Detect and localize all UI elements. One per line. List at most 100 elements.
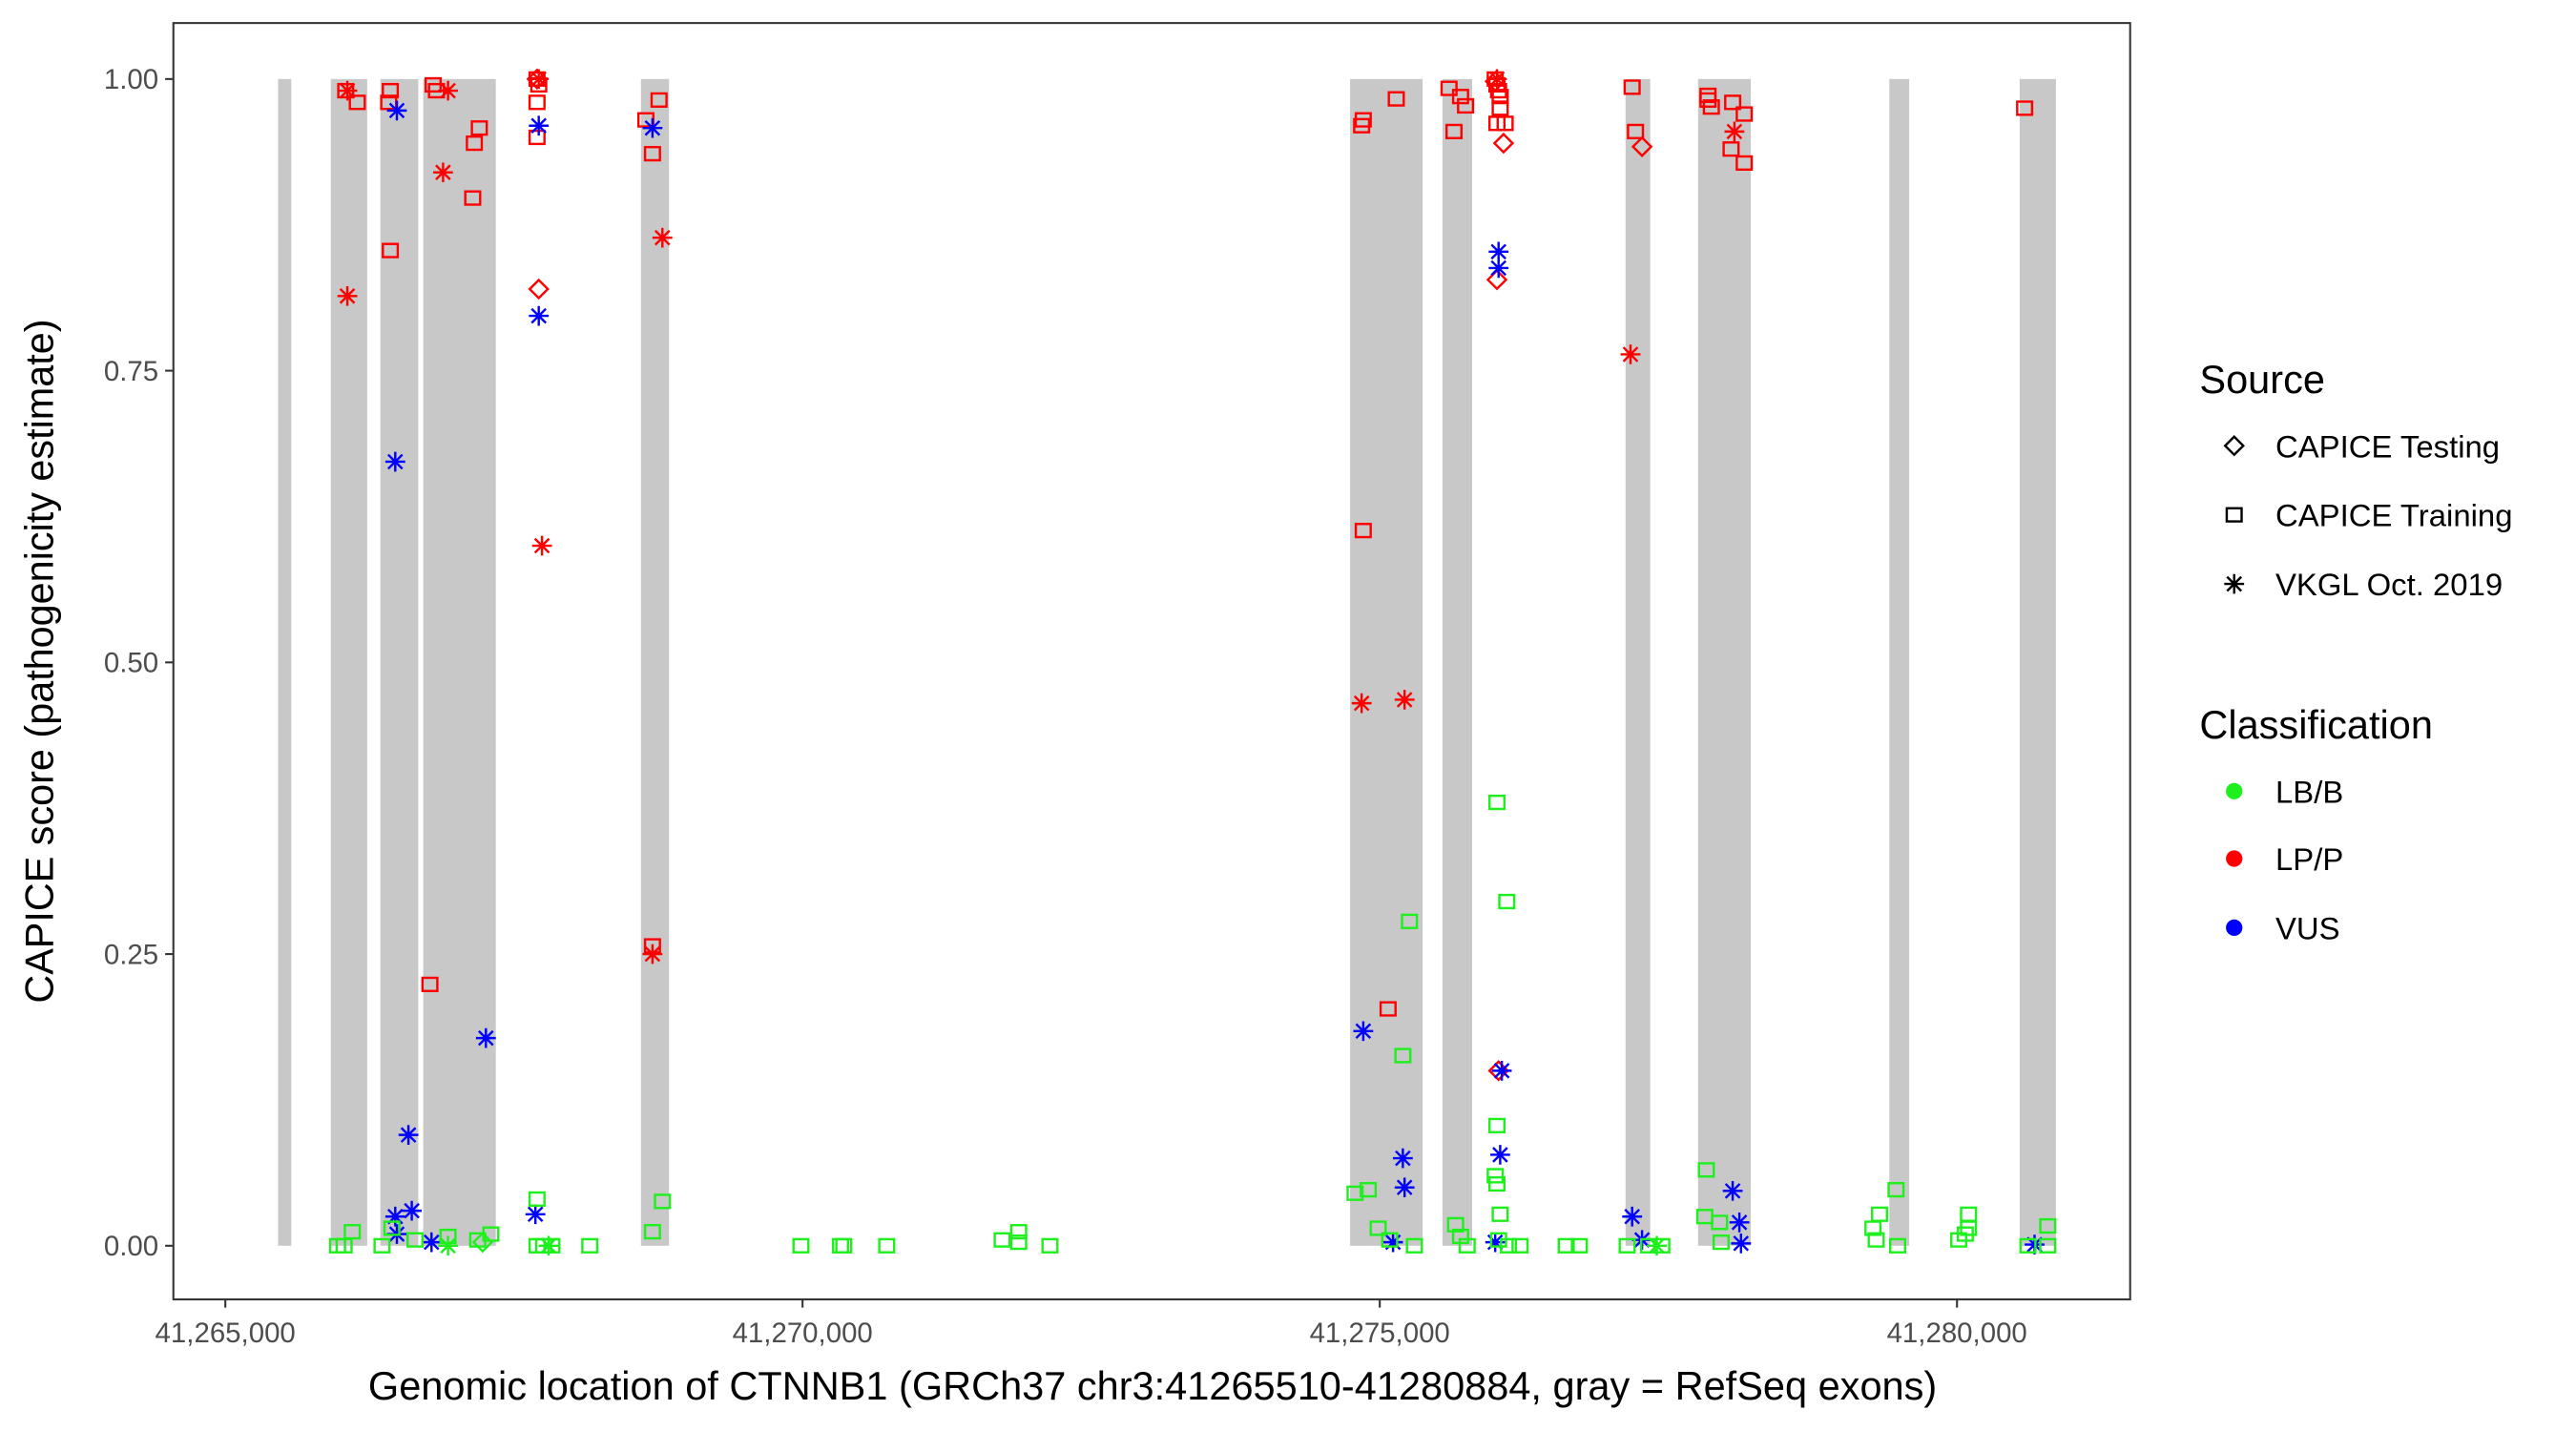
data-point (1888, 1237, 1906, 1254)
data-point (471, 1231, 494, 1254)
x-tick-label: 41,270,000 (733, 1317, 873, 1349)
exon-band (380, 78, 419, 1246)
data-point (654, 1193, 672, 1210)
exon-band (330, 78, 367, 1246)
data-point (373, 1237, 391, 1254)
data-point (1488, 1117, 1506, 1133)
data-point (382, 82, 400, 99)
data-point (1712, 1234, 1730, 1251)
data-point (343, 1224, 362, 1240)
data-point (1699, 92, 1717, 108)
data-point (1394, 1047, 1412, 1064)
data-point (1379, 1001, 1397, 1017)
data-point (792, 1237, 810, 1254)
data-point (1623, 79, 1641, 95)
data-point (466, 135, 484, 152)
exon-band (1350, 78, 1423, 1246)
data-point (581, 1237, 599, 1254)
data-point (1382, 1232, 1403, 1253)
data-point (529, 69, 550, 90)
data-point (528, 1191, 546, 1207)
legend-item-testing: CAPICE Testing (2275, 428, 2500, 464)
data-point (1009, 1224, 1028, 1240)
data-point (1360, 1182, 1378, 1198)
data-point (1405, 1237, 1423, 1254)
data-point (384, 451, 405, 472)
data-point (525, 1204, 546, 1225)
data-point (993, 1232, 1011, 1248)
data-point (1498, 893, 1516, 910)
data-point (529, 305, 550, 326)
data-point (652, 227, 673, 248)
data-point (1485, 1232, 1506, 1253)
data-point (1887, 1182, 1905, 1198)
y-tick-label: 0.50 (104, 648, 158, 679)
data-point (1697, 1162, 1715, 1178)
data-point (1618, 1237, 1636, 1254)
legend-color-dot-icon (2226, 850, 2243, 867)
data-point (1491, 100, 1509, 116)
data-point (538, 1235, 559, 1256)
data-point (528, 129, 546, 146)
data-point (402, 1200, 422, 1221)
data-points (328, 68, 2057, 1256)
data-point (1490, 1145, 1510, 1165)
data-point (1369, 1220, 1387, 1236)
data-point (382, 242, 400, 259)
data-point (642, 117, 663, 138)
y-axis: 0.00 0.25 0.50 0.75 1.00 (104, 64, 174, 1262)
data-point (1488, 1175, 1506, 1192)
exon-band (640, 78, 670, 1246)
data-point (1486, 1168, 1505, 1184)
data-point (1353, 1021, 1374, 1042)
data-point (1735, 155, 1754, 171)
exon-band (2019, 78, 2056, 1246)
data-point (835, 1237, 853, 1254)
data-point (1570, 1237, 1589, 1254)
x-axis-title: Genomic location of CTNNB1 (GRCh37 chr3:… (368, 1363, 1937, 1408)
data-point (1488, 241, 1509, 262)
legend-item-lpp: LP/P (2275, 841, 2343, 877)
data-point (1724, 121, 1745, 142)
exon-band (1889, 78, 1910, 1246)
legend: Source Classification CAPICE Testing CAP… (2199, 357, 2512, 945)
plot-frame (172, 22, 2131, 1301)
data-point (2016, 100, 2034, 116)
exon-band (278, 78, 292, 1246)
data-point (878, 1237, 896, 1254)
data-point (433, 162, 453, 183)
data-point (1488, 115, 1506, 132)
data-point (421, 976, 439, 992)
data-point (1631, 135, 1653, 157)
legend-color-dot-icon (2226, 919, 2243, 937)
data-point (405, 1232, 424, 1248)
legend-item-lbb: LB/B (2275, 774, 2343, 809)
exon-band (1625, 78, 1651, 1246)
data-point (1735, 106, 1754, 122)
data-point (1620, 344, 1641, 364)
data-point (1722, 1180, 1743, 1201)
data-point (1401, 913, 1419, 929)
x-axis: 41,265,000 41,270,000 41,275,000 41,280,000 (156, 1299, 2027, 1349)
data-point (1394, 1177, 1415, 1198)
data-point (475, 1027, 496, 1048)
data-point (528, 94, 546, 111)
x-tick-label: 41,275,000 (1310, 1317, 1450, 1349)
exon-bands (278, 78, 2056, 1246)
data-point (438, 80, 458, 101)
data-point (642, 944, 663, 964)
x-tick-label: 41,265,000 (156, 1317, 296, 1349)
data-point (2019, 1237, 2037, 1254)
data-point (1491, 89, 1509, 105)
data-point (464, 190, 482, 206)
legend-source-title: Source (2199, 357, 2325, 402)
data-point (1724, 94, 1742, 111)
x-tick-label: 41,280,000 (1887, 1317, 2027, 1349)
data-point (1484, 71, 1506, 93)
data-point (529, 115, 550, 136)
data-point (384, 1206, 405, 1227)
legend-square-icon (2225, 507, 2243, 523)
data-point (1451, 89, 1469, 105)
data-point (1446, 1216, 1465, 1233)
data-point (1444, 123, 1463, 139)
